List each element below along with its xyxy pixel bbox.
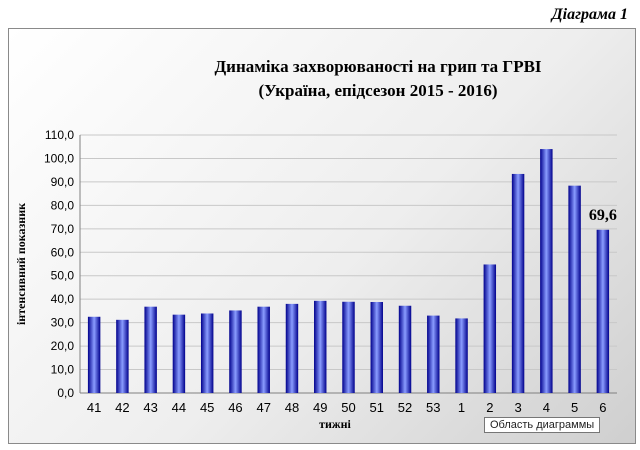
y-tick-label: 20,0	[51, 339, 75, 353]
x-tick-label: 53	[426, 400, 440, 415]
x-tick-label: 49	[313, 400, 327, 415]
x-tick-label: 3	[514, 400, 521, 415]
x-tick-label: 48	[285, 400, 299, 415]
bar	[116, 319, 129, 393]
bar	[257, 306, 270, 393]
y-tick-label: 60,0	[51, 245, 75, 259]
chart-area-tooltip: Область диаграммы	[484, 417, 601, 433]
bars	[87, 149, 610, 393]
x-axis-label: тижні	[319, 417, 351, 431]
bar	[398, 305, 412, 393]
y-tick-label: 50,0	[51, 269, 75, 283]
bar	[144, 306, 157, 393]
diagram-caption: Діаграма 1	[551, 6, 628, 23]
y-tick-label: 90,0	[51, 175, 75, 189]
x-tick-label: 50	[341, 400, 355, 415]
y-tick-label: 110,0	[45, 128, 74, 142]
x-tick-label: 51	[370, 400, 384, 415]
x-tick-label: 42	[115, 400, 129, 415]
y-tick-label: 100,0	[44, 151, 74, 165]
x-tick-label: 44	[172, 400, 186, 415]
x-tick-label: 4	[543, 400, 550, 415]
bar	[172, 314, 186, 393]
x-tick-label: 43	[143, 400, 157, 415]
bar	[427, 315, 440, 393]
gridlines	[79, 134, 617, 394]
x-tick-label: 45	[200, 400, 214, 415]
y-tick-label: 70,0	[51, 222, 75, 236]
y-tick-label: 40,0	[51, 292, 75, 306]
bar	[285, 303, 299, 393]
bar	[455, 318, 468, 393]
y-axis-label: інтенсивний показник	[14, 203, 28, 325]
bar	[314, 300, 327, 393]
x-tick-label: 46	[228, 400, 242, 415]
bar	[483, 264, 497, 393]
y-tick-label: 0,0	[57, 386, 74, 400]
data-label: 69,6	[589, 207, 617, 224]
chart-title-line-2: (Україна, епідсезон 2015 - 2016)	[258, 81, 497, 100]
bar	[229, 310, 242, 393]
x-tick-label: 6	[599, 400, 606, 415]
bar	[540, 149, 553, 393]
bar	[342, 301, 355, 393]
bar	[370, 301, 383, 393]
bar	[568, 185, 581, 393]
y-tick-label: 80,0	[51, 198, 75, 212]
x-tick-label: 52	[398, 400, 412, 415]
bar	[596, 229, 610, 393]
ticks: 0,0 10,0 20,0 30,0 40,0 50,0 60,0 70,0 80,0 90,0 1…	[44, 128, 617, 415]
y-tick-label: 10,0	[51, 363, 75, 377]
bar	[511, 173, 525, 393]
x-tick-label: 1	[458, 400, 465, 415]
x-tick-label: 2	[486, 400, 493, 415]
x-tick-label: 5	[571, 400, 578, 415]
bar	[87, 316, 101, 393]
chart-title-line-1: Динаміка захворюваності на грип та ГРВІ	[214, 57, 541, 76]
y-tick-label: 30,0	[51, 316, 75, 330]
x-tick-label: 47	[256, 400, 270, 415]
x-tick-label: 41	[87, 400, 101, 415]
bar	[200, 313, 214, 393]
